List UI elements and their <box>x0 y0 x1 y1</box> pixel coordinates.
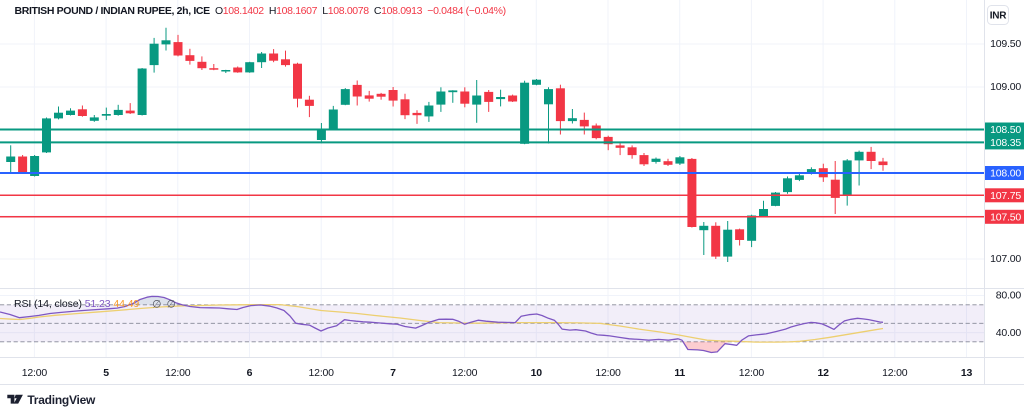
svg-text:10: 10 <box>531 367 543 379</box>
svg-text:108.50: 108.50 <box>990 124 1021 136</box>
svg-text:12:00: 12:00 <box>882 367 908 379</box>
svg-text:∅: ∅ <box>167 298 176 310</box>
svg-text:5: 5 <box>103 367 109 379</box>
svg-text:12: 12 <box>817 367 829 379</box>
svg-text:107.00: 107.00 <box>990 253 1021 265</box>
svg-text:12:00: 12:00 <box>165 367 191 379</box>
svg-text:11: 11 <box>674 367 685 379</box>
svg-text:107.75: 107.75 <box>990 190 1021 202</box>
svg-text:TradingView: TradingView <box>27 393 96 407</box>
svg-text:13: 13 <box>961 367 973 379</box>
svg-text:12:00: 12:00 <box>739 367 765 379</box>
svg-text:7: 7 <box>390 367 396 379</box>
svg-text:RSI (14, close) 51.23 44.49: RSI (14, close) 51.23 44.49 <box>14 298 139 310</box>
svg-text:40.00: 40.00 <box>996 327 1022 339</box>
svg-text:12:00: 12:00 <box>595 367 621 379</box>
svg-text:107.50: 107.50 <box>990 211 1021 223</box>
svg-text:12:00: 12:00 <box>22 367 48 379</box>
svg-text:BRITISH POUND / INDIAN RUPEE,: BRITISH POUND / INDIAN RUPEE, 2h, ICE O1… <box>15 5 506 17</box>
svg-text:6: 6 <box>247 367 253 379</box>
svg-text:108.35: 108.35 <box>990 137 1021 149</box>
svg-text:∅: ∅ <box>152 298 161 310</box>
svg-text:12:00: 12:00 <box>452 367 478 379</box>
svg-text:109.50: 109.50 <box>990 38 1021 50</box>
svg-text:12:00: 12:00 <box>309 367 335 379</box>
svg-text:80.00: 80.00 <box>996 290 1022 302</box>
svg-text:108.00: 108.00 <box>990 168 1021 180</box>
svg-text:109.00: 109.00 <box>990 81 1021 93</box>
svg-text:INR: INR <box>990 11 1008 22</box>
